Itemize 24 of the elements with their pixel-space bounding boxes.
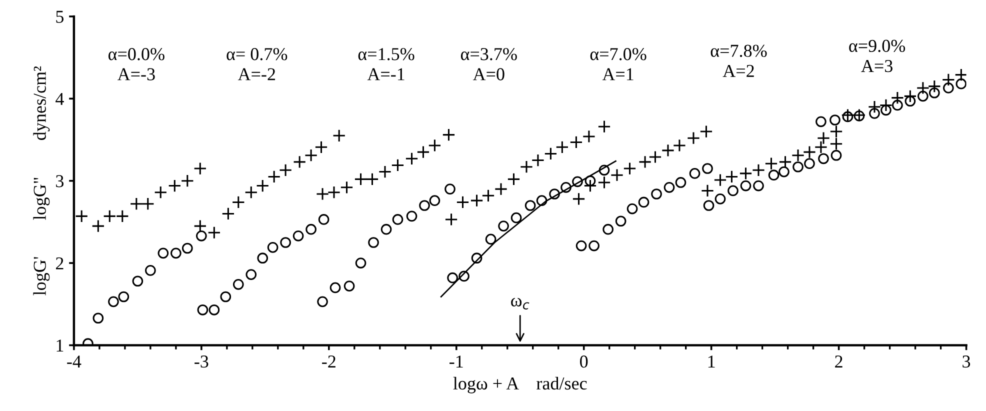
x-tick-label: 2 [835,356,842,368]
annotation: ω$_{c}$ [511,298,530,310]
y-axis-title: logG' logG" dynes/cm² [33,66,50,296]
x-tick-label: -4 [67,356,82,368]
annotation: α=3.7% A=0 [460,48,517,80]
x-axis-title: logω + A rad/sec [453,376,587,394]
annotation: α=1.5% A=-1 [358,48,414,80]
x-tick-label: -1 [450,356,463,368]
annotation: α= 0.7% A=-2 [226,48,288,80]
annotation: α=7.8% A=2 [710,44,767,77]
y-tick-label: 5 [56,10,64,23]
x-tick-label: 1 [708,356,715,368]
x-tick-label: 0 [580,355,588,368]
x-tick-label: -3 [194,356,208,368]
annotation: α=0.0% A=-3 [108,48,164,80]
y-tick-label: 3 [56,175,64,188]
y-tick-label: 1 [56,340,64,352]
x-tick-label: -2 [322,356,336,368]
annotation: α=9.0% A=3 [849,40,906,72]
y-tick-label: 4 [56,93,64,105]
annotation: α=7.0% A=1 [590,48,646,80]
y-tick-label: 2 [56,257,64,270]
line-series [440,160,616,298]
x-tick-label: 3 [962,356,970,368]
